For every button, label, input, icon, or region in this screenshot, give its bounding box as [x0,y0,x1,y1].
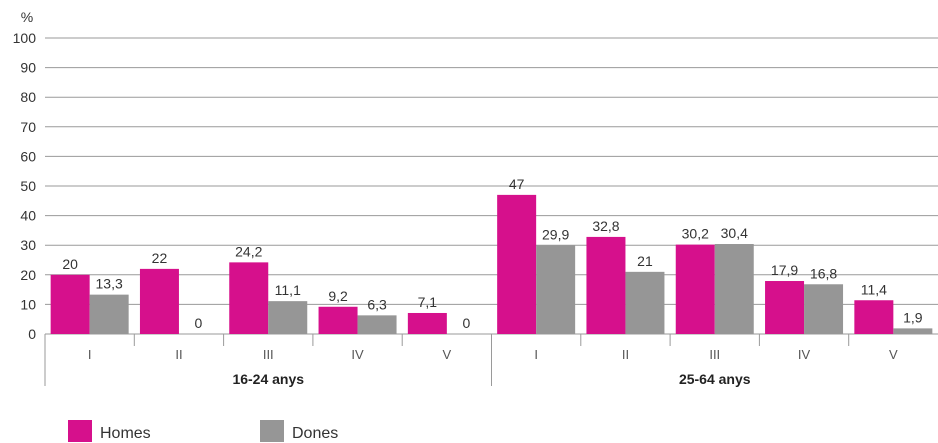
category-label-g0-V: V [443,347,452,362]
data-label-dones-g0-IV: 6,3 [367,296,387,312]
bar-dones-g1-V [893,328,933,334]
category-label-g1-I: I [534,347,538,362]
legend: Homes Dones [68,420,338,442]
bar-dones-g1-III [714,244,754,334]
data-label-dones-g1-I: 29,9 [542,226,569,242]
data-label-homes-g0-V: 7,1 [418,294,438,310]
y-tick-label-70: 70 [20,119,36,135]
data-label-dones-g1-II: 21 [637,253,653,269]
category-label-g0-IV: IV [351,347,364,362]
data-label-dones-g0-III: 11,1 [275,282,301,298]
y-axis-unit-label: % [21,9,33,25]
y-tick-label-0: 0 [28,326,36,342]
bar-homes-g0-II [139,268,179,334]
bar-dones-g0-III [268,301,308,334]
data-label-dones-g1-IV: 16,8 [810,265,837,281]
bar-homes-g1-V [854,300,894,334]
data-label-homes-g1-V: 11,4 [861,281,887,297]
legend-swatch-homes [68,420,92,442]
data-label-homes-g1-II: 32,8 [592,218,619,234]
data-label-homes-g0-I: 20 [62,256,78,272]
y-tick-label-50: 50 [20,178,36,194]
bar-dones-g0-IV [357,315,397,334]
bar-homes-g1-IV [765,281,805,334]
data-label-dones-g1-III: 30,4 [721,225,748,241]
y-tick-label-100: 100 [13,30,37,46]
data-label-dones-g0-V: 0 [462,315,470,331]
group-label-1: 25-64 anys [679,371,751,387]
gridlines [45,37,938,335]
y-axis: % 0 10 20 30 40 50 60 70 80 90 100 [13,9,37,342]
category-label-g1-IV: IV [798,347,811,362]
bar-dones-g1-I [536,245,576,334]
category-label-g1-II: II [622,347,629,362]
y-tick-label-10: 10 [20,296,36,312]
y-tick-label-90: 90 [20,60,36,76]
data-label-dones-g0-II: 0 [195,315,203,331]
data-labels: 20 13,3 22 0 24,2 11,1 9,2 6,3 7,1 0 47 29,9 32,8 21 3… [62,176,922,331]
category-label-g0-III: III [263,347,274,362]
data-label-homes-g1-I: 47 [509,176,525,192]
bar-homes-g0-III [229,262,269,334]
category-label-g0-II: II [175,347,182,362]
bar-homes-g1-III [675,244,715,334]
legend-label-dones: Dones [292,425,338,442]
data-label-homes-g0-II: 22 [152,250,168,266]
bar-homes-g0-IV [318,306,358,334]
category-label-g1-III: III [709,347,720,362]
bar-dones-g0-I [89,294,129,334]
bars [50,194,933,334]
data-label-dones-g1-V: 1,9 [903,309,923,325]
legend-label-homes: Homes [100,425,151,442]
bar-dones-g1-II [625,271,665,334]
data-label-homes-g0-III: 24,2 [235,243,262,259]
category-label-g1-V: V [889,347,898,362]
data-label-homes-g1-IV: 17,9 [771,262,798,278]
y-tick-label-20: 20 [20,267,36,283]
legend-swatch-dones [260,420,284,442]
data-label-dones-g0-I: 13,3 [96,276,123,292]
bar-homes-g1-I [497,194,537,334]
bar-dones-g1-IV [804,284,844,334]
bar-homes-g1-II [586,236,626,334]
data-label-homes-g1-III: 30,2 [682,226,709,242]
group-label-0: 16-24 anys [232,371,304,387]
y-tick-label-30: 30 [20,237,36,253]
y-tick-label-80: 80 [20,89,36,105]
data-label-homes-g0-IV: 9,2 [328,288,348,304]
bar-homes-g0-V [407,312,447,334]
category-label-g0-I: I [88,347,92,362]
bar-homes-g0-I [50,274,90,334]
y-tick-label-40: 40 [20,208,36,224]
y-tick-label-60: 60 [20,148,36,164]
